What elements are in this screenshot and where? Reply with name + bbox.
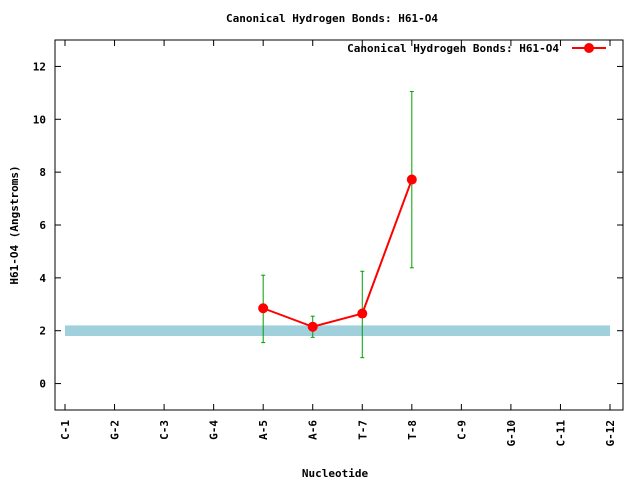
x-tick-label: G-10 <box>505 420 518 447</box>
plot-frame <box>54 39 624 411</box>
y-tick-label: 8 <box>39 166 46 179</box>
x-tick-label: G-4 <box>208 420 221 440</box>
data-point <box>357 308 368 319</box>
legend-label: Canonical Hydrogen Bonds: H61-O4 <box>347 42 559 55</box>
series-line <box>262 179 413 328</box>
x-tick-label: A-5 <box>257 420 270 440</box>
x-tick-label: C-11 <box>554 420 567 447</box>
data-point <box>307 321 318 332</box>
x-tick-label: G-12 <box>604 420 617 447</box>
y-tick-label: 0 <box>39 378 46 391</box>
x-tick-label: T-8 <box>406 420 419 440</box>
x-tick-label: A-6 <box>307 420 320 440</box>
legend-marker-sample <box>584 43 594 53</box>
y-tick-label: 6 <box>39 219 46 232</box>
y-tick-label: 2 <box>39 325 46 338</box>
y-tick-label: 12 <box>33 60 46 73</box>
y-axis-label: H61-O4 (Angstroms) <box>8 165 21 284</box>
x-axis-label: Nucleotide <box>302 467 369 480</box>
x-tick-label: G-2 <box>109 420 122 440</box>
reference-band <box>65 325 610 336</box>
data-point <box>406 174 417 185</box>
y-tick-label: 4 <box>39 272 46 285</box>
x-tick-label: T-7 <box>356 420 369 440</box>
x-tick-label: C-3 <box>158 420 171 440</box>
legend: Canonical Hydrogen Bonds: H61-O4 <box>347 42 606 55</box>
chart-title: Canonical Hydrogen Bonds: H61-O4 <box>226 12 438 25</box>
data-point <box>258 303 269 314</box>
x-tick-label: C-9 <box>455 420 468 440</box>
y-tick-label: 10 <box>33 113 46 126</box>
x-tick-label: C-1 <box>59 420 72 440</box>
